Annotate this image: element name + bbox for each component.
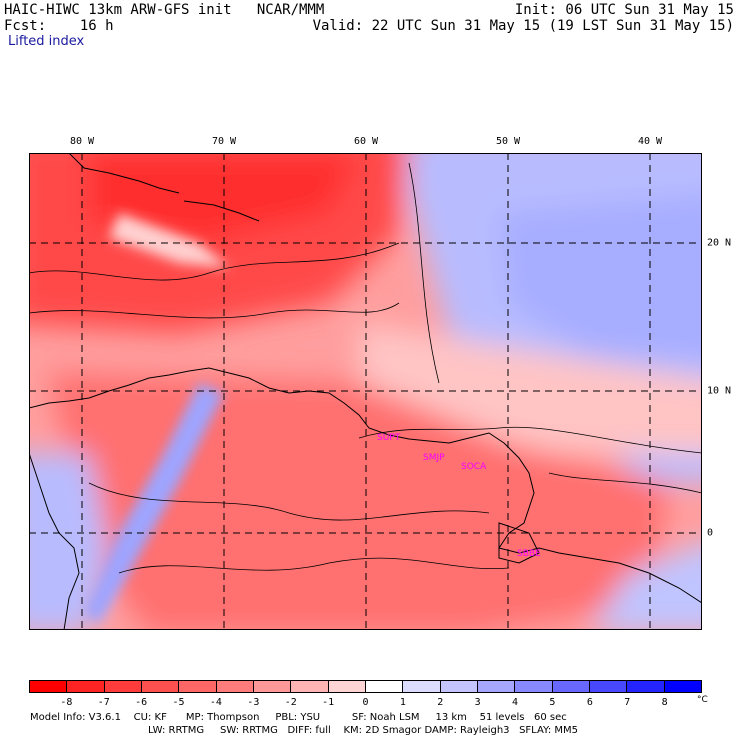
colorbar-swatch [439, 681, 477, 692]
valid-time: Valid: 22 UTC Sun 31 May 15 (19 LST Sun … [312, 18, 734, 34]
contour-line [548, 472, 702, 494]
colorbar-swatch [215, 681, 253, 692]
unstable-region-south-america [49, 373, 669, 630]
coast-marajo [498, 522, 540, 564]
colorbar-unit: °C [697, 695, 708, 705]
forecast-hour: Fcst: 16 h [4, 18, 114, 34]
model-info-line1: Model Info: V3.6.1 CU: KF MP: Thompson P… [30, 712, 567, 723]
lon-label-60w: 60 W [353, 136, 379, 147]
colorbar-swatch [103, 681, 141, 692]
stable-core-east [499, 195, 702, 362]
lat-lon-grid [29, 153, 702, 630]
colorbar-tick-label: -4 [209, 697, 222, 708]
colorbar-tick-label: 6 [586, 697, 593, 708]
contour-line [88, 482, 490, 521]
run-title: HAIC-HIWC 13km ARW-GFS init NCAR/MMM [4, 2, 325, 18]
colorbar-swatch [290, 681, 328, 692]
map-frame [29, 153, 702, 630]
colorbar-swatch [402, 681, 440, 692]
coast-south-america-west [29, 452, 80, 630]
contour-line [118, 557, 510, 574]
station-label-sbbe: SBBE [517, 549, 541, 559]
coast-hispaniola [183, 200, 260, 222]
colorbar-swatch [66, 681, 104, 692]
colorbar-tick-label: 1 [399, 697, 406, 708]
colorbar-swatch [327, 681, 365, 692]
model-info-line2: LW: RRTMG SW: RRTMG DIFF: full KM: 2D Sm… [148, 725, 578, 736]
colorbar-tick-label: 7 [624, 697, 631, 708]
colorbar-swatch [551, 681, 589, 692]
lat-label-0: 0 [707, 527, 714, 539]
colorbar-swatch [140, 681, 179, 692]
colorbar-tick-label: -8 [60, 697, 73, 708]
colorbar-tick-label: -7 [97, 697, 110, 708]
field-label: Lifted index [8, 34, 85, 49]
lat-label-10n: 10 N [707, 385, 732, 397]
contour-line [358, 426, 702, 454]
colorbar-swatch [514, 681, 552, 692]
colorbar-tick-label: 2 [437, 697, 444, 708]
stations: SUPT SMJP SOCA SBBE [377, 433, 541, 559]
colorbar-tick-label: 4 [512, 697, 519, 708]
lon-label-80w: 80 W [69, 136, 95, 147]
colorbar-tick-label: -5 [172, 697, 185, 708]
lon-label-70w: 70 W [211, 136, 237, 147]
colorbar-tick-label: 8 [661, 697, 668, 708]
colorbar [29, 680, 702, 693]
colorbar-swatch [364, 681, 403, 692]
colorbar-tick-label: 3 [474, 697, 481, 708]
colorbar-swatch [476, 681, 515, 692]
lifted-index-contours [29, 162, 702, 574]
unstable-core-caribbean [89, 153, 359, 243]
contour-line [29, 242, 400, 281]
lon-label-40w: 40 W [637, 136, 663, 147]
light-strip-north [109, 213, 229, 268]
colorbar-swatch [626, 681, 664, 692]
lifted-index-map: SUPT SMJP SOCA SBBE [29, 153, 702, 630]
colorbar-tick-label: -3 [247, 697, 260, 708]
colorbar-swatch [178, 681, 216, 692]
colorbar-swatch [663, 681, 701, 692]
station-label-soca: SOCA [461, 462, 487, 472]
colorbar-tick-label: -1 [322, 697, 335, 708]
contour-line [408, 162, 440, 384]
colorbar-tick-label: 0 [362, 697, 369, 708]
colorbar-swatch [30, 681, 67, 692]
andes-stable-strip [84, 383, 224, 623]
coastlines [29, 153, 702, 630]
contour-line [29, 302, 400, 319]
lat-label-20n: 20 N [707, 237, 732, 249]
colorbar-swatch [252, 681, 291, 692]
init-time: Init: 06 UTC Sun 31 May 15 [514, 2, 734, 18]
stable-region-southeast [591, 543, 702, 630]
colorbar-tick-label: 5 [549, 697, 556, 708]
colorbar-swatch [588, 681, 627, 692]
station-label-supt: SUPT [377, 433, 401, 443]
station-label-smjp: SMJP [423, 453, 445, 463]
coast-south-america-north [29, 367, 702, 604]
colorbar-tick-label: -2 [284, 697, 297, 708]
stable-region-pacific [29, 453, 109, 630]
lon-label-50w: 50 W [495, 136, 521, 147]
colorbar-tick-label: -6 [135, 697, 148, 708]
